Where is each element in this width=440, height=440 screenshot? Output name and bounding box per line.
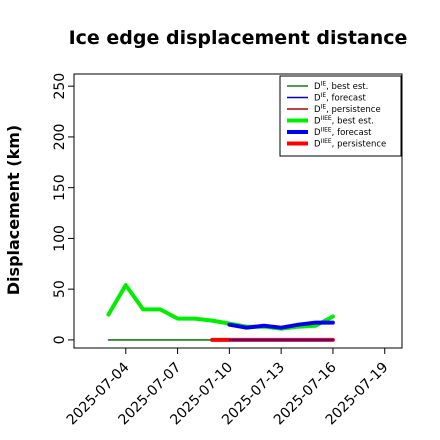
- series-layer: [106, 283, 335, 342]
- y-axis-ticks: 0 50 100 150 200 250: [52, 73, 74, 344]
- y-tick-label: 0: [52, 335, 68, 344]
- plot-frame: [73, 73, 403, 349]
- y-tick-label: 50: [52, 280, 68, 298]
- y-tick-label: 100: [52, 225, 68, 252]
- y-tick-label: 200: [52, 124, 68, 151]
- legend-entry: DIIEE, persistence: [287, 138, 386, 150]
- legend-entry: DIE, best est.: [287, 81, 368, 93]
- series-line-4: [106, 283, 335, 331]
- series-line-5: [227, 320, 335, 330]
- legend-label: DIE, persistence: [314, 104, 381, 116]
- y-axis-label: Displacement (km): [4, 125, 23, 295]
- legend-label: DIE, best est.: [314, 81, 368, 93]
- x-axis-ticks: 2025-07-042025-07-072025-07-102025-07-13…: [64, 348, 392, 428]
- legend-entry: DIE, persistence: [287, 104, 381, 116]
- legend-entry: DIIEE, forecast: [287, 127, 372, 139]
- y-tick-label: 250: [52, 73, 68, 100]
- legend-label: DIIEE, forecast: [314, 127, 372, 139]
- chart-title: Ice edge displacement distance: [69, 27, 408, 49]
- legend-entry: DIIEE, best est.: [287, 115, 374, 127]
- legend-label: DIE, forecast: [314, 92, 367, 104]
- legend-entry: DIE, forecast: [287, 92, 367, 104]
- legend-label: DIIEE, persistence: [314, 138, 386, 150]
- legend-label: DIIEE, best est.: [314, 115, 374, 127]
- y-tick-label: 150: [52, 174, 68, 201]
